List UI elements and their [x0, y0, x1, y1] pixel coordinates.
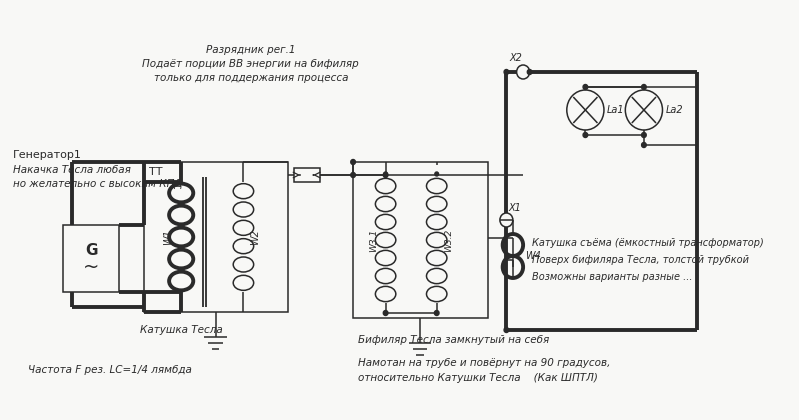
Text: G: G [85, 242, 97, 257]
Circle shape [435, 172, 439, 176]
Text: Бифиляр Тесла замкнутый на себя: Бифиляр Тесла замкнутый на себя [358, 335, 549, 345]
Circle shape [384, 172, 388, 176]
Circle shape [642, 142, 646, 147]
Text: W3.1: W3.1 [369, 228, 378, 252]
Circle shape [583, 84, 588, 89]
Text: Разрядник рег.1: Разрядник рег.1 [206, 45, 296, 55]
Text: ~: ~ [83, 257, 99, 276]
Text: Катушка съёма (ёмкостный трансформатор): Катушка съёма (ёмкостный трансформатор) [532, 238, 764, 248]
Circle shape [504, 328, 509, 333]
Bar [63, 225, 119, 292]
Text: Поверх бифиляра Тесла, толстой трубкой: Поверх бифиляра Тесла, толстой трубкой [532, 255, 749, 265]
Circle shape [527, 69, 532, 74]
Bar [293, 168, 320, 182]
Circle shape [583, 132, 588, 137]
Circle shape [384, 173, 388, 178]
Text: W4: W4 [525, 251, 541, 261]
Circle shape [435, 310, 439, 315]
Circle shape [642, 132, 646, 137]
Text: только для поддержания процесса: только для поддержания процесса [153, 73, 348, 83]
Circle shape [384, 310, 388, 315]
Circle shape [351, 173, 356, 178]
Text: Подаёт порции ВВ энергии на бифиляр: Подаёт порции ВВ энергии на бифиляр [142, 59, 360, 69]
Text: Частота F рез. LC=1/4 лямбда: Частота F рез. LC=1/4 лямбда [28, 365, 192, 375]
Text: но желательно с высоким КПД: но желательно с высоким КПД [13, 179, 182, 189]
Bar [144, 162, 288, 312]
Text: X1: X1 [508, 203, 521, 213]
Text: Возможны варианты разные ...: Возможны варианты разные ... [532, 272, 693, 282]
Bar [353, 162, 488, 318]
Circle shape [504, 69, 509, 74]
Text: X2: X2 [509, 53, 522, 63]
Text: W3.2: W3.2 [444, 228, 453, 252]
Text: Генератор1: Генератор1 [13, 150, 81, 160]
Text: относительно Катушки Тесла    (Как ШПТЛ): относительно Катушки Тесла (Как ШПТЛ) [358, 373, 598, 383]
Text: ТТ: ТТ [149, 167, 162, 177]
Text: La1: La1 [606, 105, 624, 115]
Text: W1: W1 [163, 229, 173, 245]
Text: Накачка Тесла любая: Накачка Тесла любая [13, 165, 131, 175]
Text: La2: La2 [666, 105, 683, 115]
Circle shape [351, 160, 356, 165]
Circle shape [642, 84, 646, 89]
Text: Катушка Тесла: Катушка Тесла [140, 325, 223, 335]
Text: Намотан на трубе и повёрнут на 90 градусов,: Намотан на трубе и повёрнут на 90 градус… [358, 358, 610, 368]
Text: W2: W2 [251, 229, 260, 245]
